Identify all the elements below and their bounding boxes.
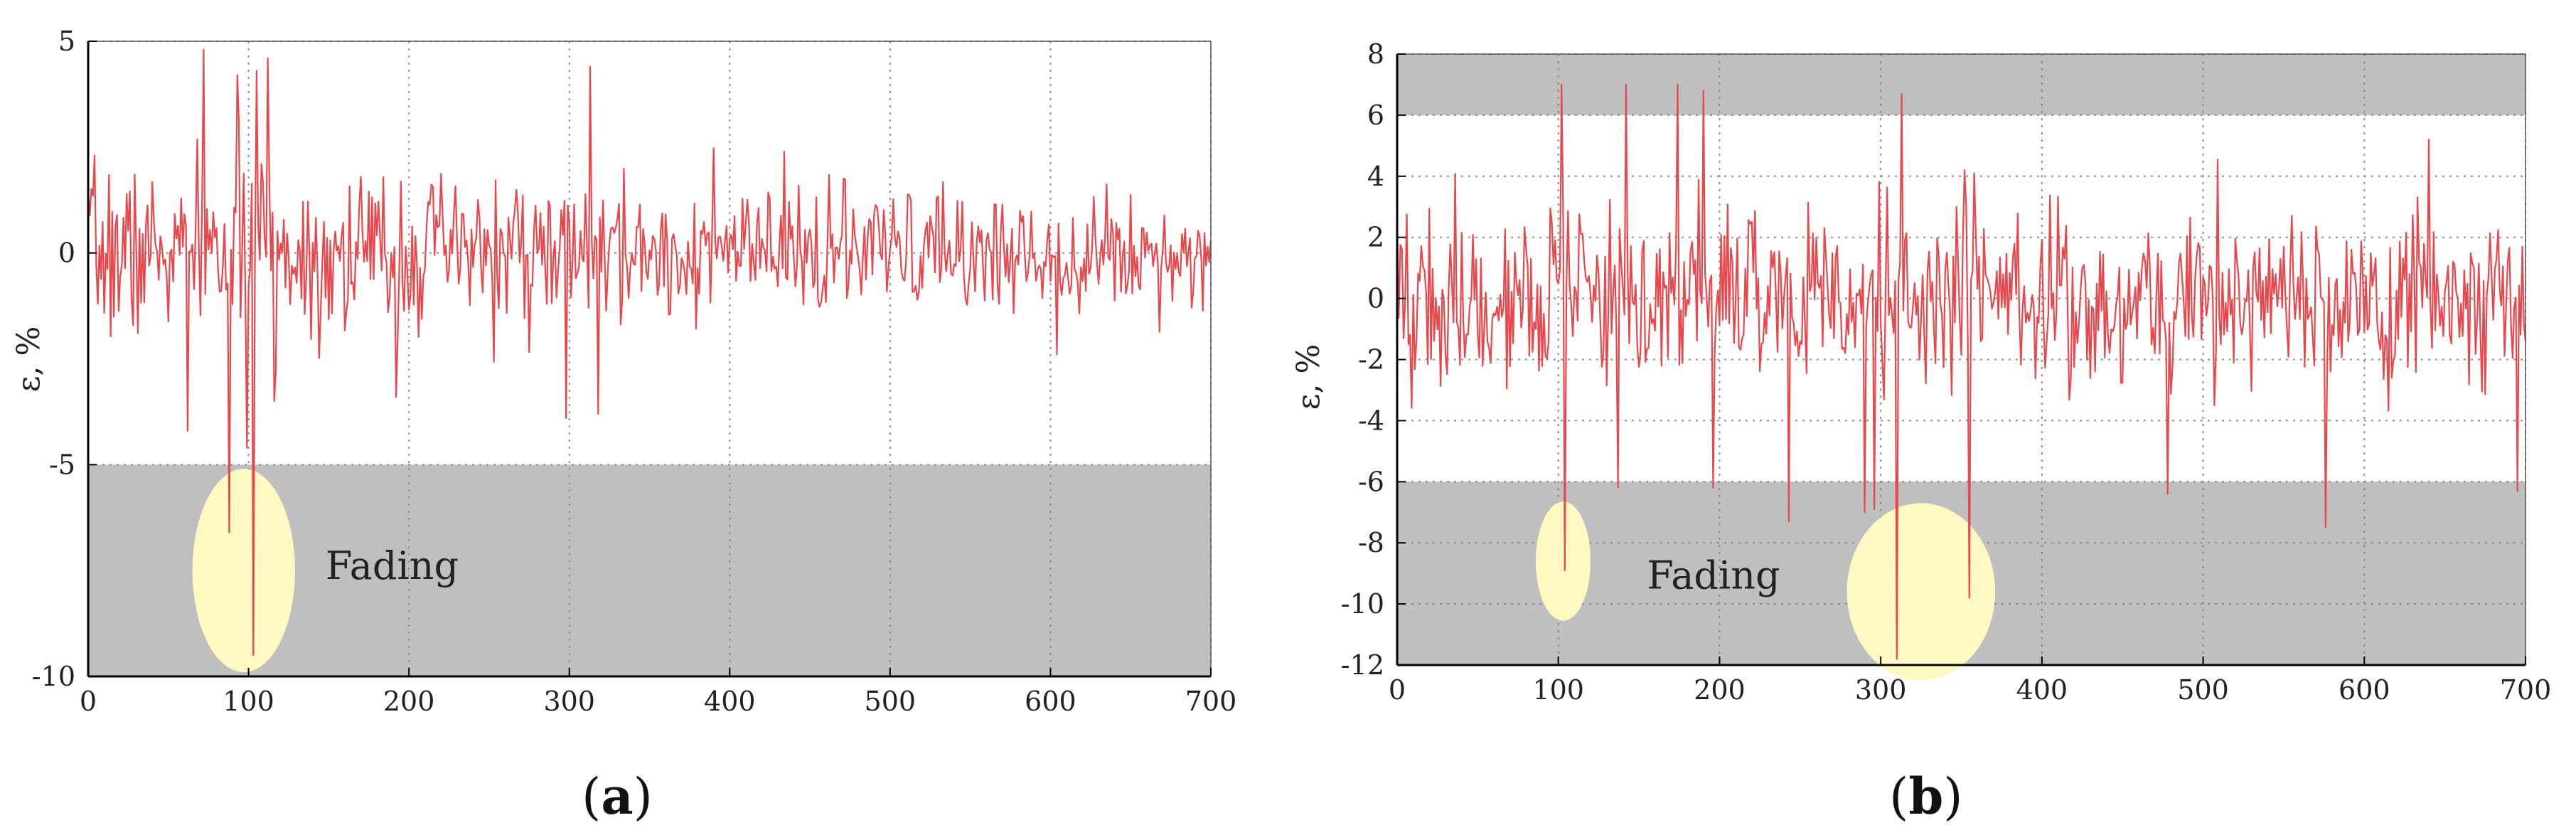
chart-panel-b: 0 100 200 300 400 500 600 700 -12 -10 -8 -6 -4 -2 0 2 4 6…	[1290, 38, 2551, 706]
series-line	[1396, 83, 2527, 660]
shaded-region-0	[1397, 54, 2526, 115]
x-tick-label: 200	[1694, 674, 1746, 706]
panel-label-a: (a)	[582, 767, 653, 826]
y-tick-label: 0	[1367, 283, 1384, 314]
x-tick-label: 100	[1532, 674, 1584, 706]
x-tick-label: 600	[2339, 674, 2390, 706]
y-axis-label: ε, %	[11, 326, 47, 393]
y-tick-label: 6	[1367, 100, 1384, 131]
y-tick-label: -6	[1358, 466, 1384, 497]
y-tick-label: -5	[49, 449, 75, 480]
x-tick-label: 400	[2016, 674, 2068, 706]
x-tick-label: 0	[80, 686, 97, 717]
x-tick-label: 700	[1185, 686, 1237, 717]
y-tick-label: -8	[1358, 527, 1384, 558]
fading-highlight-1	[1847, 503, 1996, 681]
panel-label-b: (b)	[1889, 767, 1963, 826]
chart-panel-a: 0 100 200 300 400 500 600 700 -10 -5 0 5 ε, % Fading	[11, 26, 1236, 717]
y-tick-label: -2	[1358, 344, 1384, 376]
x-tick-label: 0	[1389, 674, 1406, 706]
x-tick-label: 200	[383, 686, 435, 717]
x-tick-label: 100	[223, 686, 274, 717]
y-tick-label: -10	[32, 661, 75, 692]
y-tick-label: -10	[1341, 588, 1384, 620]
x-tick-label: 700	[2500, 674, 2552, 706]
y-tick-label: 2	[1367, 222, 1384, 253]
y-tick-label: -4	[1358, 405, 1384, 436]
x-tick-label: 300	[543, 686, 595, 717]
fading-annotation: Fading	[1647, 553, 1780, 598]
x-tick-label: 300	[1855, 674, 1907, 706]
series-line	[87, 48, 1212, 656]
fading-highlight-0	[192, 469, 295, 673]
x-tick-label: 500	[2177, 674, 2229, 706]
y-axis-label: ε, %	[1290, 344, 1327, 410]
x-tick-label: 600	[1025, 686, 1076, 717]
fading-annotation: Fading	[326, 543, 459, 588]
y-tick-label: 5	[58, 26, 75, 57]
y-tick-label: 0	[58, 238, 75, 269]
x-tick-label: 400	[704, 686, 756, 717]
x-tick-label: 500	[865, 686, 916, 717]
y-tick-label: 8	[1367, 38, 1384, 70]
y-tick-label: 4	[1367, 161, 1384, 192]
fading-highlight-0	[1535, 501, 1591, 621]
y-tick-label: -12	[1341, 649, 1384, 681]
